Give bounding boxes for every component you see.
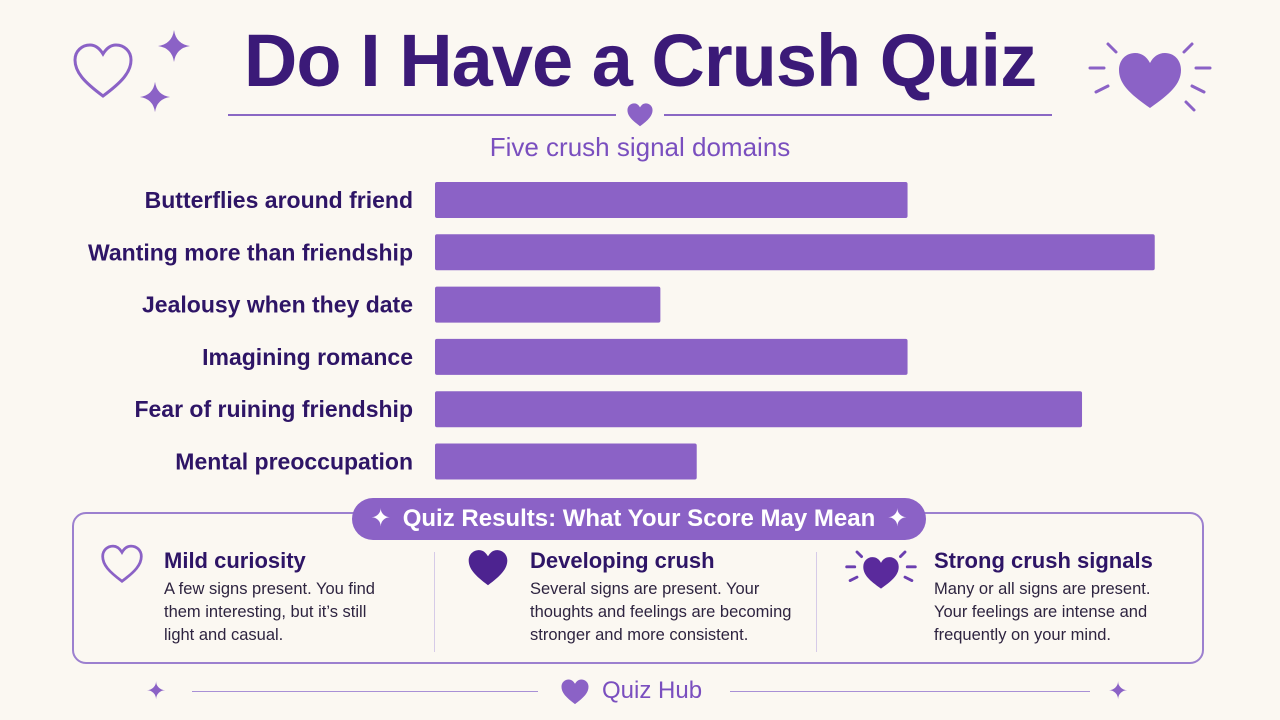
category-label: Mental preoccupation (175, 449, 413, 475)
heart-burst-icon (845, 550, 917, 589)
result-level-title: Mild curiosity (164, 548, 306, 573)
sparkle-icon: ✦ (887, 505, 908, 532)
result-level-title: Strong crush signals (934, 548, 1153, 573)
heart-burst-icon (1088, 42, 1212, 112)
bar (435, 391, 1083, 428)
result-level-text: Many or all signs are present. Your feel… (934, 580, 1151, 644)
bar (435, 234, 1155, 271)
heart-icon (627, 103, 653, 127)
sparkle-icon (139, 81, 171, 113)
results-divider (816, 552, 817, 652)
heart-icon (561, 679, 589, 705)
results-heading-pill: ✦ Quiz Results: What Your Score May Mean ✦ (352, 498, 926, 540)
footer-divider-left (192, 691, 538, 692)
page-title: Do I Have a Crush Quiz (243, 19, 1037, 102)
bar (435, 286, 661, 323)
category-label: Fear of ruining friendship (134, 396, 413, 422)
result-level-text: A few signs present. You find them inter… (164, 580, 375, 644)
result-level-text: Several signs are present. Your thoughts… (530, 580, 792, 644)
heart-outline-icon (73, 43, 133, 98)
heart-outline-icon (101, 544, 143, 583)
category-label: Butterflies around friend (145, 187, 413, 213)
results-heading: Quiz Results: What Your Score May Mean (402, 505, 876, 532)
category-label: Imagining romance (202, 344, 413, 370)
results-divider (434, 552, 435, 652)
sparkle-icon: ✦ (370, 505, 391, 532)
category-label: Jealousy when they date (142, 292, 413, 318)
title-divider-left (228, 114, 616, 116)
heart-filled-icon (468, 550, 508, 586)
title-divider-right (664, 114, 1052, 116)
chart-subtitle: Five crush signal domains (489, 132, 791, 162)
sparkle-icon: ✦ (1108, 678, 1129, 705)
category-label: Wanting more than friendship (88, 239, 413, 265)
bar (435, 443, 697, 480)
result-level-title: Developing crush (530, 548, 715, 573)
footer-brand: Quiz Hub (602, 677, 703, 704)
footer-divider-right (730, 691, 1090, 692)
sparkle-icon (158, 30, 190, 62)
bar (435, 182, 908, 218)
bar (435, 338, 908, 375)
sparkle-icon: ✦ (146, 678, 167, 705)
